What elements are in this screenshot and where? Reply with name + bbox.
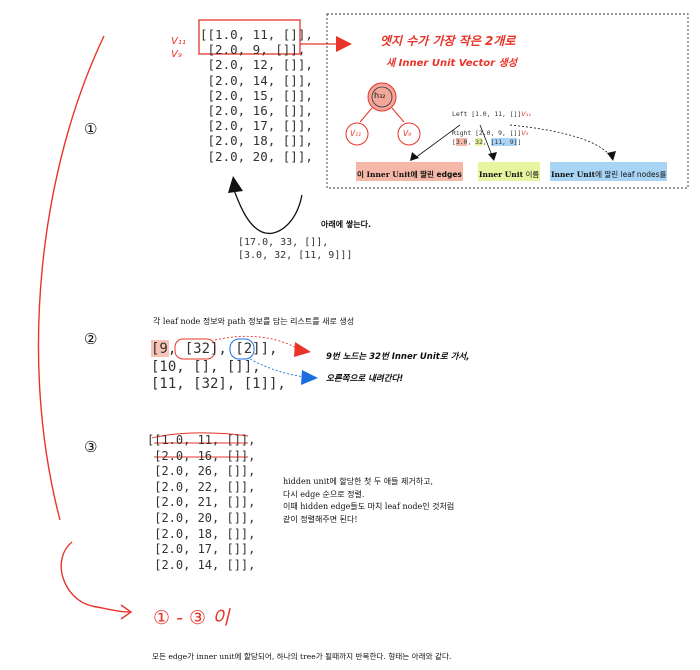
step-marker-3: ③ xyxy=(84,438,98,456)
code-line: [2.0, 14, []], xyxy=(147,557,256,572)
hand-note-line2: 오른쪽으로 내려간다! xyxy=(326,374,404,384)
tree-edge-left xyxy=(359,107,373,123)
code-line: [2.0, 20, []], xyxy=(147,510,256,525)
code-line: [2.0, 17, []], xyxy=(200,118,313,134)
direction-arrow xyxy=(249,358,306,378)
arrow-to-edges xyxy=(414,124,461,159)
note-line: hidden unit에 할당한 첫 두 애들 제거하고, xyxy=(283,477,434,486)
note-line: 다시 edge 순으로 정렬. xyxy=(283,489,365,499)
left-tag: V₁₁ xyxy=(521,110,531,118)
code-line: [[1.0, 11, []], xyxy=(200,27,313,42)
code-line: [11, [32], [1]], xyxy=(151,376,286,392)
code-line: [10, [], []], xyxy=(151,358,261,375)
stack-arrow xyxy=(233,189,303,234)
stack-note: 아래에 쌓는다. xyxy=(321,220,371,229)
bottom-code: [17.0, 33, []], [3.0, 32, [11, 9]]] xyxy=(238,236,352,266)
label-edges: 이 Inner Unit에 딸린 edges xyxy=(356,162,463,181)
code-line: [2.0, 14, []], xyxy=(200,72,313,88)
note-line: 같이 정렬해주면 된다! xyxy=(283,514,358,524)
first-two-rows-box xyxy=(198,19,301,55)
step-marker-1: ① xyxy=(84,120,98,138)
code-line: [17.0, 33, []], xyxy=(238,237,329,248)
code-line: [3.0, 32, [11, 9]]] xyxy=(238,250,353,261)
loop-curl xyxy=(60,541,131,613)
hand-note-line1: 9번 노드는 32번 Inner Unit로 가서, xyxy=(326,352,470,362)
tree-edge-right xyxy=(391,107,405,123)
code-line: [[1.0, 11, []], xyxy=(147,433,256,447)
new-vec-name: 32 xyxy=(475,138,483,146)
left-line: Left [1.0, 11, []] xyxy=(452,110,522,118)
path-arrow xyxy=(214,335,299,350)
code-line: [2.0, 16, []], xyxy=(147,448,256,463)
left-right-lines: Left [1.0, 11, []]V₁₁ Right [2.0, 9, []]… xyxy=(452,110,531,146)
loop-arc xyxy=(37,35,105,521)
tree-right-label: V₉ xyxy=(403,129,412,138)
code-line: [2.0, 9, []], xyxy=(200,42,306,58)
new-vec-edges: 3.0 xyxy=(455,138,468,146)
loop-arrowhead xyxy=(120,604,133,620)
section2-heading: 각 leaf node 정보와 path 정보를 담는 리스트를 새로 생성 xyxy=(153,317,355,326)
code-line: [2.0, 18, []], xyxy=(147,526,256,541)
code-line: [2.0, 12, []], xyxy=(200,57,313,73)
path-arrow-head xyxy=(294,342,311,357)
tree-left-node xyxy=(345,122,369,146)
code-line: [2.0, 16, []], xyxy=(200,103,313,119)
footer-text: 모든 edge가 inner unit에 할당되어, 하나의 tree가 될때까… xyxy=(152,652,452,661)
label-leaf: Inner Unit에 딸린 leaf nodes를 xyxy=(550,162,668,181)
loop-note: ① - ③ 이 xyxy=(153,607,230,629)
step-marker-2: ② xyxy=(84,330,98,348)
box-title-line1: 엣지 수가 가장 작은 2개로 xyxy=(380,34,516,48)
code-line: [9, [32], [2]], xyxy=(151,341,278,357)
code-line: [2.0, 20, []], xyxy=(200,148,313,164)
note-line: 이때 hidden edge들도 마치 leaf node인 것처럼 xyxy=(283,502,455,511)
code-line: [2.0, 17, []], xyxy=(147,542,256,557)
leaf-path-code: [9, [32], [2]], [10, [], []], [11, [32],… xyxy=(151,341,286,397)
new-vec-leaf: [11, 9] xyxy=(490,138,518,146)
direction-arrow-head xyxy=(301,370,318,385)
code-line: [2.0, 15, []], xyxy=(200,87,313,103)
box-title-line2: 새 Inner Unit Vector 생성 xyxy=(386,58,517,69)
var-label-v11: V₁₁ xyxy=(171,36,186,47)
code-line: [2.0, 18, []], xyxy=(200,133,313,149)
section3-note: hidden unit에 할당한 첫 두 애들 제거하고, 다시 edge 순으… xyxy=(283,476,454,526)
label-name: Inner Unit 이름 xyxy=(478,162,541,181)
code-line: [2.0, 26, []], xyxy=(147,464,256,479)
code-line: [2.0, 22, []], xyxy=(147,479,256,494)
arrow-to-name xyxy=(479,124,494,159)
right-tag: V₉ xyxy=(521,129,529,137)
leaf-index-highlight xyxy=(151,340,169,357)
var-label-v9: V₉ xyxy=(171,49,182,60)
tree-left-label: V₁₁ xyxy=(350,129,362,138)
right-line: Right [2.0, 9, []] xyxy=(452,129,522,137)
tree-root-label: h₃₂ xyxy=(374,91,386,100)
direction-circle xyxy=(229,338,255,360)
tree-right-node xyxy=(397,122,421,146)
red-arrow-head xyxy=(336,36,352,52)
sorted-edge-code: [[1.0, 11, []], [2.0, 16, []], [2.0, 26,… xyxy=(147,433,255,573)
edge-list-code: [[1.0, 11, []], [2.0, 9, []], [2.0, 12, … xyxy=(200,27,313,164)
stack-arrow-head xyxy=(228,176,243,193)
code-line: [2.0, 21, []], xyxy=(147,495,256,510)
explain-box xyxy=(326,13,689,189)
path-circle xyxy=(174,338,216,360)
